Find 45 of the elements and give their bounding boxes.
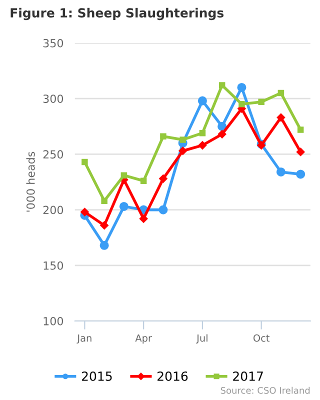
point (199, 130, 206, 136)
point (100, 240, 109, 250)
point (218, 82, 226, 88)
chart-title: Figure 1: Sheep Slaughterings (10, 8, 224, 20)
x-tick-label: Jul (196, 334, 208, 344)
point (276, 167, 286, 177)
point (218, 130, 226, 138)
y-tick-label: 350 (43, 38, 64, 48)
point (218, 122, 227, 131)
legend-label: 2015 (82, 371, 112, 381)
point (101, 198, 108, 204)
source-note: Source: CSO Ireland (220, 386, 310, 394)
point (296, 170, 306, 179)
point (276, 113, 286, 122)
point (82, 158, 88, 166)
x-tick-label: Oct (253, 334, 270, 342)
y-tick-label: 150 (44, 261, 64, 270)
point (139, 214, 148, 223)
legend-label: 2016 (158, 371, 188, 381)
point (100, 221, 108, 230)
y-tick-label: 300 (43, 94, 64, 103)
point (297, 126, 304, 133)
y-axis-title: '000 heads (26, 152, 35, 212)
point (140, 178, 147, 184)
point (198, 96, 207, 106)
x-tick-label: Apr (135, 334, 152, 344)
point (160, 133, 166, 140)
legend-label: 2017 (233, 371, 263, 381)
point (180, 136, 186, 143)
point (258, 98, 264, 106)
point (278, 90, 284, 96)
point (237, 82, 246, 92)
point (120, 172, 128, 178)
point (158, 205, 168, 214)
point (159, 174, 168, 183)
y-tick-label: 100 (44, 316, 64, 326)
y-tick-label: 250 (43, 150, 64, 159)
point (238, 101, 245, 108)
point (80, 208, 89, 216)
point (119, 202, 128, 211)
point (178, 146, 187, 155)
point (296, 148, 305, 156)
x-tick-label: Jan (76, 334, 92, 344)
point (198, 141, 207, 150)
y-tick-label: 200 (43, 206, 64, 214)
